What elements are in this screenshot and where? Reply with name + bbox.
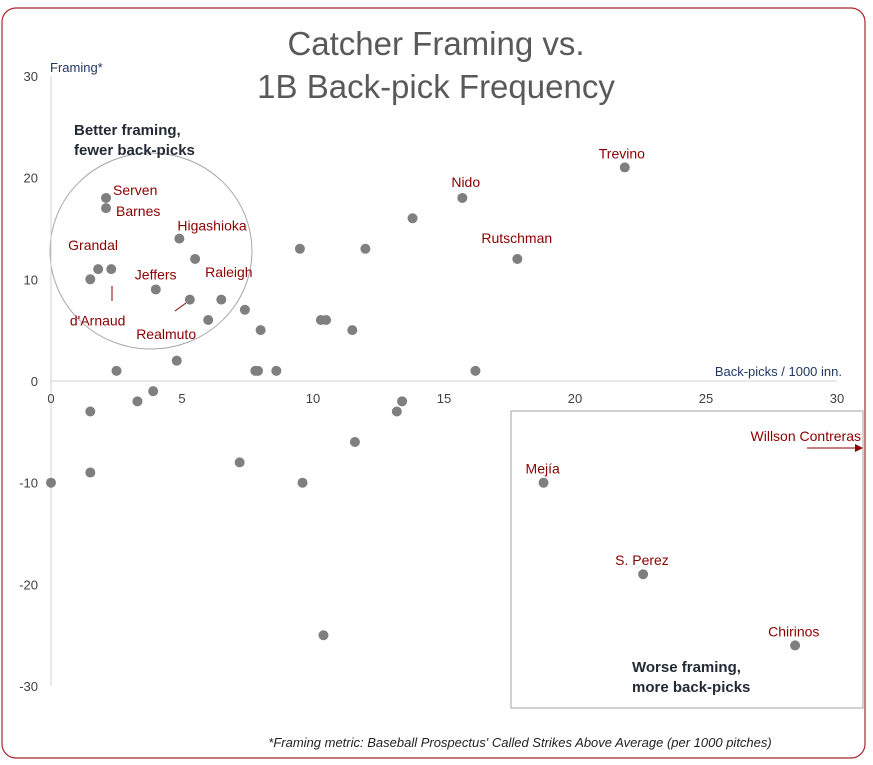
x-tick-label: 25 — [699, 391, 713, 406]
worse-framing-annotation-line-2: more back-picks — [632, 679, 750, 696]
scatter-point — [85, 274, 96, 285]
point-label: Higashioka — [177, 218, 246, 234]
scatter-point — [255, 325, 266, 336]
scatter-point — [85, 406, 96, 417]
scatter-point — [216, 294, 227, 305]
realmuto-leader-line — [174, 302, 187, 312]
scatter-point — [790, 640, 801, 651]
point-label: Raleigh — [205, 264, 252, 280]
x-tick-label: 15 — [437, 391, 451, 406]
scatter-point — [538, 477, 549, 488]
scatter-point — [318, 630, 329, 641]
scatter-point — [171, 355, 182, 366]
scatter-point — [407, 213, 418, 224]
point-label: Jeffers — [135, 266, 177, 282]
x-axis-label: Back-picks / 1000 inn. — [715, 364, 842, 379]
scatter-point — [85, 467, 96, 478]
point-label: Chirinos — [768, 623, 819, 639]
point-labels: Serven Barnes Higashioka Raleigh Grandal Jeff… — [68, 145, 819, 639]
scatter-point — [470, 365, 481, 376]
point-label: d'Arnaud — [70, 313, 126, 329]
point-label: Realmuto — [136, 326, 196, 342]
y-axis-label: Framing* — [50, 60, 103, 75]
worse-framing-annotation-line-1: Worse framing, — [632, 659, 741, 676]
point-label: S. Perez — [615, 552, 669, 568]
scatter-point — [132, 396, 143, 407]
point-label: Barnes — [116, 203, 160, 219]
better-framing-circle — [49, 152, 253, 350]
scatter-point — [111, 365, 122, 376]
point-label: Serven — [113, 182, 157, 198]
scatter-point — [619, 162, 630, 173]
scatter-point — [321, 314, 332, 325]
offchart-arrow-head — [855, 444, 863, 452]
willson-contreras-label: Willson Contreras — [751, 428, 861, 444]
x-tick-label: 30 — [830, 391, 844, 406]
better-framing-annotation-line-1: Better framing, — [74, 122, 181, 139]
scatter-point — [397, 396, 408, 407]
point-label: Grandal — [68, 237, 118, 253]
y-tick-label: 30 — [24, 69, 38, 84]
y-tick-label: -20 — [19, 577, 38, 592]
footnote: *Framing metric: Baseball Prospectus' Ca… — [268, 735, 771, 750]
scatter-point — [239, 304, 250, 315]
y-tick-label: 0 — [31, 374, 38, 389]
scatter-point — [93, 264, 104, 275]
scatter-point — [46, 477, 56, 488]
scatter-point — [150, 284, 161, 295]
scatter-point — [360, 243, 371, 254]
y-tick-label: -30 — [19, 679, 38, 694]
better-framing-annotation-line-2: fewer back-picks — [74, 142, 195, 159]
scatter-points — [46, 162, 801, 651]
y-tick-label: 10 — [24, 272, 38, 287]
scatter-point — [101, 192, 112, 203]
x-tick-label: 0 — [47, 391, 54, 406]
point-label: Trevino — [599, 145, 645, 161]
x-tick-label: 10 — [306, 391, 320, 406]
scatter-point — [234, 457, 245, 468]
worse-framing-box — [510, 410, 864, 709]
scatter-point — [457, 192, 468, 203]
scatter-point — [101, 203, 112, 214]
point-label: Rutschman — [481, 230, 552, 246]
scatter-point — [297, 477, 308, 488]
point-label: Mejía — [526, 461, 560, 477]
scatter-point — [106, 264, 117, 275]
chart-title-line-2: 1B Back-pick Frequency — [257, 68, 615, 105]
scatter-point — [349, 437, 360, 448]
y-tick-labels: 30 20 10 0 -10 -20 -30 — [19, 69, 38, 694]
point-label: Nido — [451, 174, 480, 190]
scatter-point — [512, 253, 523, 264]
scatter-point — [271, 365, 282, 376]
x-tick-labels: 0 5 10 15 20 25 30 — [47, 391, 844, 406]
x-tick-label: 5 — [178, 391, 185, 406]
scatter-point — [184, 294, 195, 305]
scatter-point — [174, 233, 185, 244]
scatter-point — [190, 253, 201, 264]
chart-title-line-1: Catcher Framing vs. — [287, 25, 584, 62]
scatter-point — [148, 386, 159, 397]
scatter-point — [294, 243, 305, 254]
scatter-point — [252, 365, 263, 376]
y-tick-label: 20 — [24, 171, 38, 186]
y-tick-label: -10 — [19, 476, 38, 491]
scatter-point — [203, 314, 214, 325]
scatter-point — [391, 406, 402, 417]
scatter-point — [347, 325, 358, 336]
frame-border — [1, 7, 866, 759]
x-tick-label: 20 — [568, 391, 582, 406]
scatter-point — [638, 569, 649, 580]
